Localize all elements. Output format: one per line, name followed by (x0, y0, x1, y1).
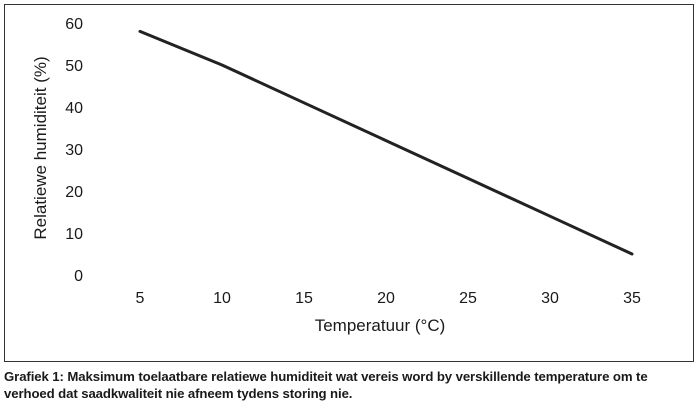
y-tick-label: 60 (65, 16, 83, 33)
x-tick-label: 5 (136, 290, 145, 307)
line-chart: 0 10 20 30 40 50 60 5 10 15 20 25 30 35 Temperatuur … (31, 16, 641, 335)
series-line (138, 29, 634, 256)
series-layer (138, 29, 634, 256)
x-axis-ticks: 5 10 15 20 25 30 35 (136, 290, 641, 307)
y-tick-label: 50 (65, 58, 83, 75)
x-tick-label: 25 (459, 290, 477, 307)
y-axis-title: Relatiewe humiditeit (%) (31, 56, 50, 239)
y-tick-label: 40 (65, 100, 83, 117)
x-tick-label: 30 (541, 290, 559, 307)
x-axis-title: Temperatuur (°C) (315, 316, 446, 335)
y-tick-label: 10 (65, 226, 83, 243)
figure-caption: Grafiek 1: Maksimum toelaatbare relatiew… (4, 369, 648, 401)
x-tick-label: 10 (213, 290, 231, 307)
y-tick-label: 30 (65, 142, 83, 159)
x-tick-label: 15 (295, 290, 313, 307)
chart-frame: 0 10 20 30 40 50 60 5 10 15 20 25 30 35 Temperatuur … (4, 4, 694, 362)
x-tick-label: 20 (377, 290, 395, 307)
y-axis-ticks: 0 10 20 30 40 50 60 (65, 16, 83, 285)
y-tick-label: 0 (74, 268, 83, 285)
y-tick-label: 20 (65, 184, 83, 201)
x-tick-label: 35 (623, 290, 641, 307)
